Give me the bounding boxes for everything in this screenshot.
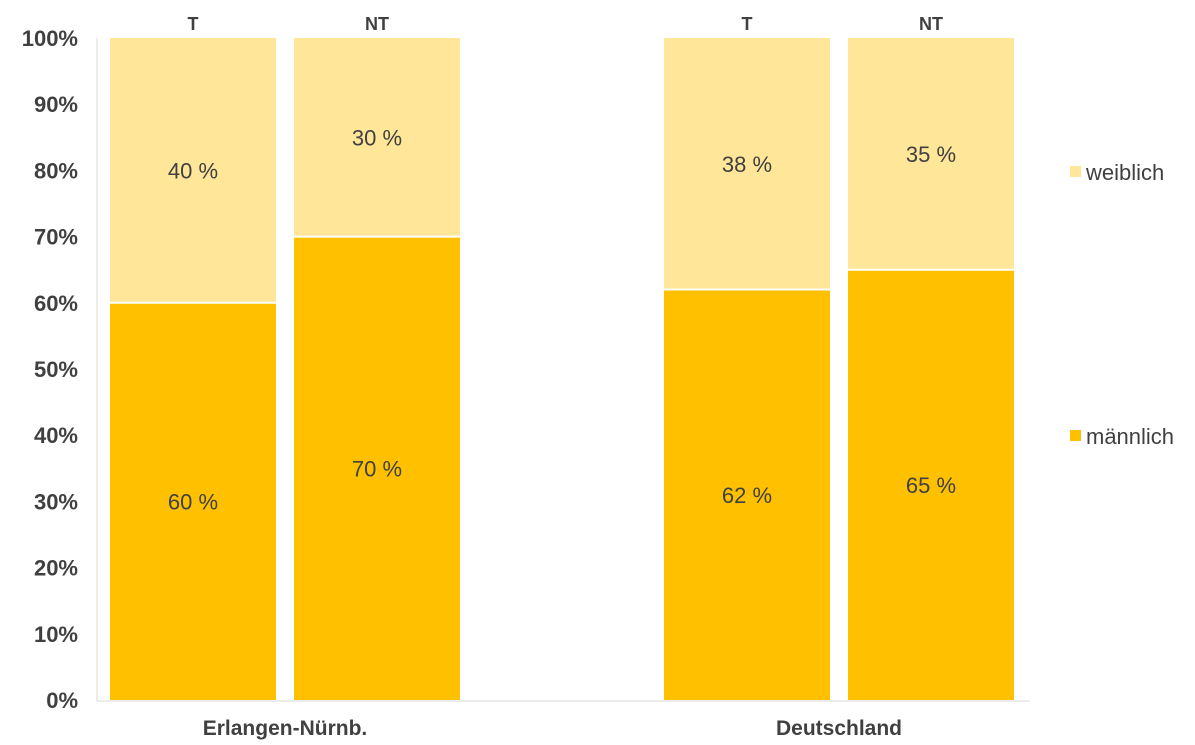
bar-segment-weiblich: [664, 38, 830, 290]
y-tick-label: 50%: [34, 357, 78, 382]
bar-segment-maennlich: [848, 269, 1014, 700]
legend: weiblich männlich: [1070, 160, 1174, 449]
y-tick-label: 30%: [34, 489, 78, 514]
bar-category-label: T: [188, 14, 199, 34]
bars: [110, 38, 1014, 700]
bar-category-label: T: [742, 14, 753, 34]
bar-segment-maennlich: [110, 302, 276, 700]
data-labels: 60 % 40 % T 70 % 30 % NT 62 % 38 % T 65 % 35 % NT: [168, 14, 956, 514]
bar-segment-weiblich: [848, 38, 1014, 270]
legend-swatch: [1070, 166, 1081, 177]
data-label: 30 %: [352, 125, 402, 150]
y-tick-label: 70%: [34, 225, 78, 250]
legend-swatch: [1070, 430, 1081, 441]
y-axis: 0% 10% 20% 30% 40% 50% 60% 70% 80% 90% 100%: [22, 26, 1030, 713]
x-axis-labels: Erlangen-Nürnb. Deutschland: [203, 717, 902, 740]
legend-label: männlich: [1086, 424, 1174, 449]
bar-segment-weiblich: [110, 38, 276, 303]
group-label: Erlangen-Nürnb.: [203, 717, 368, 740]
y-tick-label: 20%: [34, 556, 78, 581]
y-tick-label: 10%: [34, 622, 78, 647]
bar-segment-maennlich: [294, 236, 460, 700]
y-tick-label: 40%: [34, 423, 78, 448]
data-label: 40 %: [168, 158, 218, 183]
data-label: 35 %: [906, 142, 956, 167]
bar-segment-weiblich: [294, 38, 460, 237]
y-tick-label: 0%: [46, 688, 78, 713]
data-label: 38 %: [722, 152, 772, 177]
y-tick-label: 60%: [34, 291, 78, 316]
bar-category-label: NT: [365, 14, 389, 34]
data-label: 65 %: [906, 473, 956, 498]
bar-segment-maennlich: [664, 289, 830, 700]
group-label: Deutschland: [776, 717, 902, 740]
y-tick-label: 100%: [22, 26, 78, 51]
y-tick-label: 80%: [34, 158, 78, 183]
data-label: 62 %: [722, 483, 772, 508]
y-tick-label: 90%: [34, 92, 78, 117]
data-label: 60 %: [168, 489, 218, 514]
data-label: 70 %: [352, 456, 402, 481]
bar-category-label: NT: [919, 14, 943, 34]
legend-label: weiblich: [1085, 160, 1164, 185]
